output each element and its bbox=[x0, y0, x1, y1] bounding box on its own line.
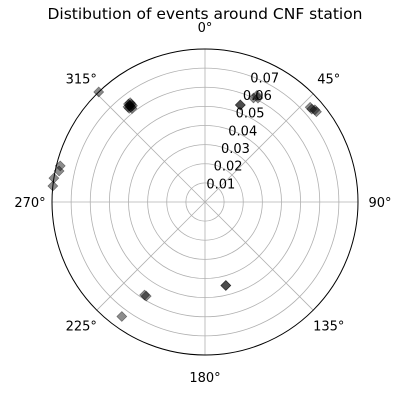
data-point bbox=[139, 289, 151, 301]
radial-tick-label: 0.05 bbox=[236, 107, 265, 122]
data-point bbox=[234, 99, 246, 111]
angular-tick-label: 180° bbox=[189, 371, 220, 386]
radial-tick-label: 0.07 bbox=[250, 71, 279, 86]
angular-tick-label: 270° bbox=[14, 196, 45, 211]
data-point bbox=[309, 104, 321, 116]
data-point bbox=[311, 106, 322, 118]
angular-gridline bbox=[204, 201, 314, 311]
data-point bbox=[251, 90, 263, 101]
data-point bbox=[220, 280, 232, 291]
radial-tick-labels: 0.01 0.02 0.03 0.04 0.05 0.06 0.07 bbox=[206, 71, 279, 192]
data-point bbox=[220, 280, 232, 291]
angular-tick-label: 225° bbox=[66, 320, 97, 335]
radial-tick-label: 0.06 bbox=[243, 89, 272, 104]
data-point bbox=[125, 101, 137, 113]
angular-gridline bbox=[204, 93, 314, 203]
radial-tick-label: 0.02 bbox=[214, 160, 243, 175]
data-point bbox=[248, 92, 259, 104]
data-point bbox=[304, 101, 316, 113]
data-point bbox=[252, 92, 264, 104]
angular-tick-label: 0° bbox=[198, 21, 213, 36]
data-point bbox=[125, 98, 137, 110]
data-point bbox=[234, 99, 246, 111]
angular-tick-label: 90° bbox=[368, 196, 391, 211]
data-point bbox=[127, 100, 138, 112]
data-point bbox=[122, 101, 134, 113]
data-point bbox=[123, 102, 135, 114]
data-point bbox=[116, 311, 128, 322]
radial-tick-label: 0.01 bbox=[206, 177, 235, 192]
data-point bbox=[140, 290, 152, 302]
data-point bbox=[123, 98, 134, 110]
scatter-points bbox=[47, 86, 322, 322]
angular-tick-label: 45° bbox=[317, 72, 340, 87]
polar-frame bbox=[51, 48, 359, 356]
radial-tick-label: 0.03 bbox=[221, 142, 250, 157]
angular-gridline bbox=[96, 201, 206, 311]
angular-gridline bbox=[96, 93, 206, 203]
data-point bbox=[126, 103, 138, 114]
radial-tick-label: 0.04 bbox=[228, 124, 257, 139]
data-point bbox=[124, 100, 136, 111]
data-point bbox=[124, 100, 136, 111]
angular-tick-label: 135° bbox=[313, 320, 344, 335]
angular-tick-labels: 0° 45° 90° 135° 180° 225° 270° 315° bbox=[14, 21, 391, 386]
data-point bbox=[306, 103, 318, 115]
angular-tick-label: 315° bbox=[66, 72, 97, 87]
chart-title: Distibution of events around CNF station bbox=[47, 5, 362, 23]
data-point bbox=[124, 97, 136, 109]
polar-grid bbox=[52, 49, 358, 355]
